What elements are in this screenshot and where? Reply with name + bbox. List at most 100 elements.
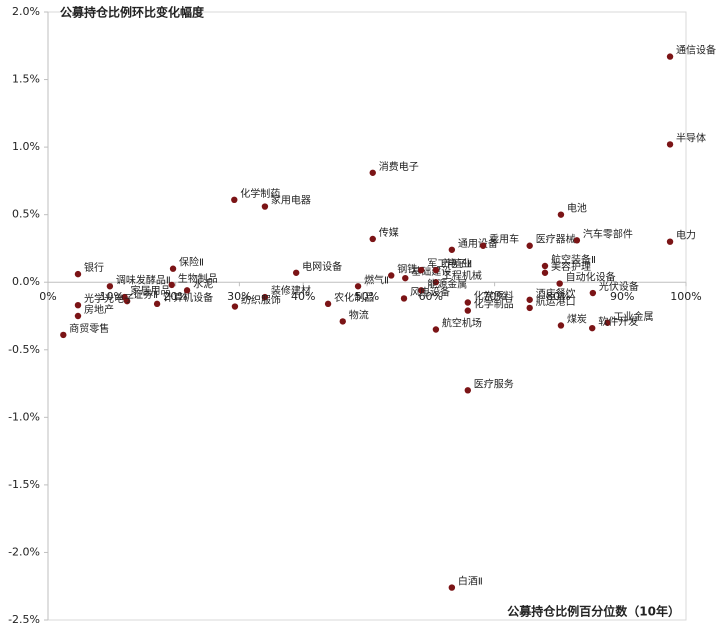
point-label: 证券Ⅱ	[133, 288, 158, 301]
point-label: 航空机场	[442, 317, 482, 330]
point	[589, 289, 597, 297]
point-label: 生物制品	[178, 272, 218, 285]
x-tick-label: 30%	[227, 290, 251, 303]
point-label: 工业金属	[614, 310, 654, 323]
point	[432, 326, 440, 333]
y-tick-label: 0.5%	[12, 208, 40, 221]
point	[169, 265, 177, 272]
point	[74, 312, 82, 320]
point	[418, 266, 425, 274]
point-label: 农化制品	[334, 291, 374, 304]
point	[448, 246, 456, 253]
point-label: 光伏设备	[599, 280, 639, 293]
point-label: 燃气Ⅱ	[364, 273, 389, 286]
point	[153, 300, 161, 308]
point	[106, 283, 114, 290]
point	[556, 280, 563, 287]
point	[541, 269, 549, 276]
point	[369, 169, 376, 176]
point-label: 光学光电子	[84, 292, 134, 305]
point	[168, 281, 175, 289]
point-label: 医疗器械	[536, 233, 576, 246]
y-tick-label: 1.0%	[12, 140, 40, 153]
point	[557, 211, 565, 218]
point	[557, 322, 565, 329]
y-tick-label: 2.0%	[12, 5, 40, 18]
point-label: 电池	[567, 202, 587, 215]
point	[400, 295, 408, 302]
point	[666, 141, 674, 148]
x-tick-label: 20%	[163, 290, 187, 303]
point	[464, 299, 472, 306]
point	[432, 266, 440, 274]
point-label: 化学制药	[240, 187, 280, 200]
point	[526, 296, 533, 303]
point-label: 化学制品	[474, 298, 514, 311]
point-label: 军工电子Ⅱ	[427, 257, 472, 270]
point-label: 白酒Ⅱ	[458, 575, 483, 588]
point	[231, 196, 238, 204]
x-tick-label: 40%	[291, 290, 315, 303]
y-tick-label: -1.5%	[8, 478, 40, 491]
point-label: 物流	[349, 308, 369, 321]
point-label: 调味发酵品Ⅱ	[116, 273, 171, 286]
point-label: 钢铁	[397, 262, 417, 275]
point	[432, 279, 440, 286]
point-label: 家居用品	[131, 284, 171, 297]
point-label: 医疗服务	[474, 377, 514, 390]
point	[402, 274, 409, 282]
point	[339, 318, 346, 325]
point	[464, 307, 472, 314]
point	[526, 304, 533, 312]
point	[123, 297, 131, 305]
point-label: 工程机械	[442, 269, 482, 282]
point	[261, 203, 269, 210]
point-label: 煤炭	[567, 312, 587, 325]
point-label: 软件开发	[598, 315, 638, 328]
point-label: 航空装备Ⅱ	[551, 253, 596, 266]
point	[369, 235, 376, 243]
point-label: 房地产	[84, 303, 114, 316]
point-label: 保险Ⅱ	[179, 256, 204, 269]
point	[666, 53, 674, 60]
point-label: 传媒	[379, 227, 399, 239]
point	[448, 584, 456, 591]
point	[183, 287, 191, 294]
y-tick-label: 0.0%	[12, 275, 40, 288]
point	[74, 301, 82, 309]
point	[60, 331, 67, 339]
point	[479, 242, 487, 249]
point-label: 风电设备	[410, 285, 450, 298]
point-label: 酒店餐饮	[536, 287, 576, 300]
point-label: 水泥	[193, 277, 213, 290]
point-label: 乘用车	[489, 233, 519, 246]
point-label: 电力	[676, 229, 696, 242]
point-label: 计算机设备	[163, 291, 213, 304]
point-label: 汽车零部件	[583, 227, 633, 240]
y-tick-label: -1.0%	[8, 410, 40, 423]
y-tick-label: -2.5%	[8, 613, 40, 626]
point-label: 化学原料	[474, 289, 514, 302]
point-label: 消费电子	[379, 160, 419, 173]
point-label: 半导体	[676, 131, 706, 144]
point-label: 纺织服饰	[241, 294, 281, 307]
x-axis-title: 公募持仓比例百分位数（10年）	[507, 604, 680, 619]
point-label: 自动化设备	[566, 271, 616, 284]
x-tick-label: 60%	[419, 290, 443, 303]
x-tick-label: 90%	[610, 290, 634, 303]
point-label: 电网设备	[302, 260, 342, 273]
point-label: 装修建材	[271, 284, 311, 297]
point	[666, 238, 674, 245]
x-tick-label: 10%	[100, 290, 124, 303]
chart-title: 公募持仓比例环比变化幅度	[60, 5, 205, 20]
point-label: 能源金属	[427, 277, 467, 290]
point	[74, 270, 82, 278]
point-label: 家用电器	[271, 194, 311, 207]
point	[526, 242, 533, 249]
point-label: 商贸零售	[69, 322, 109, 335]
y-tick-label: -0.5%	[8, 343, 40, 356]
point	[573, 237, 581, 244]
point	[292, 269, 300, 276]
